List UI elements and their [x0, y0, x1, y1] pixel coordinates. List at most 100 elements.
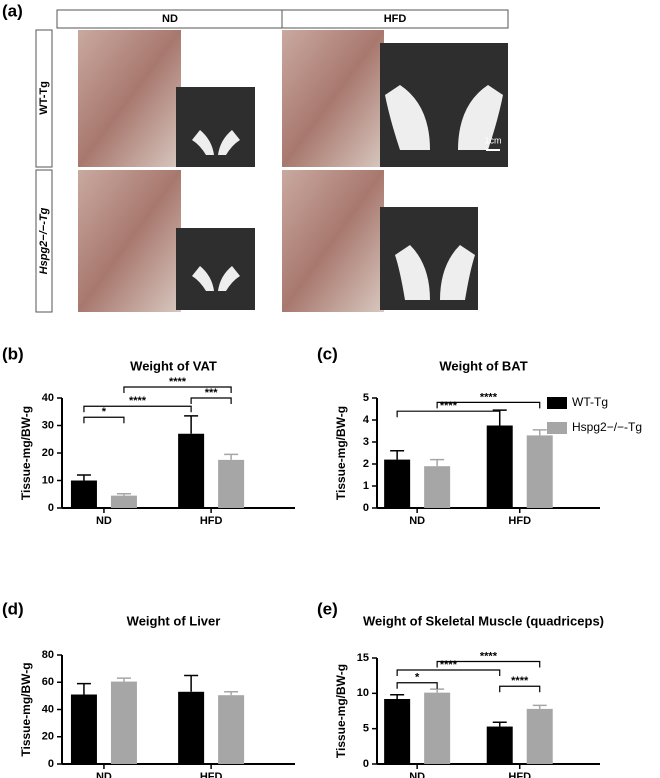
photo: [282, 30, 384, 167]
legend-label: WT-Tg: [572, 395, 608, 409]
y-tick-label: 0: [48, 758, 54, 770]
chart-title: Weight of VAT: [130, 358, 217, 373]
significance-label: ****: [169, 376, 187, 388]
y-tick-label: 20: [42, 731, 54, 743]
row-header: Hspg2−/−-Tg: [38, 207, 50, 274]
legend-swatch: [547, 422, 567, 434]
y-tick-label: 60: [42, 676, 54, 688]
significance-bracket: [436, 660, 541, 668]
significance-bracket: [83, 405, 192, 413]
error-bar: [224, 691, 239, 696]
bar: [110, 495, 137, 508]
significance-bracket: [190, 397, 232, 404]
error-bar: [390, 450, 405, 460]
bar: [384, 698, 411, 764]
y-tick-label: 40: [42, 392, 54, 404]
significance-bracket: [436, 401, 541, 409]
photo: [176, 87, 255, 167]
legend-swatch: [547, 397, 567, 409]
bar: [218, 695, 245, 764]
row-header-box: [35, 169, 53, 313]
chart-title: Weight of BAT: [439, 358, 527, 373]
y-tick-label: 3: [363, 436, 369, 448]
photo: [176, 228, 255, 310]
error-bar: [532, 704, 547, 709]
y-axis-label: Tissue-mg/BW-g: [334, 406, 348, 500]
bar: [526, 435, 553, 508]
bar: [70, 694, 97, 764]
error-bar: [224, 453, 239, 460]
error-bar: [532, 429, 547, 436]
chart-title: Weight of Skeletal Muscle (quadriceps): [363, 613, 604, 628]
y-tick-label: 0: [363, 758, 369, 770]
x-tick-label: HFD: [200, 771, 223, 778]
row-header: WT-Tg: [38, 81, 50, 115]
y-tick-label: 80: [42, 649, 54, 661]
bar: [110, 681, 137, 764]
y-tick-label: 0: [48, 502, 54, 514]
tissue: [192, 85, 503, 300]
significance-bracket: [396, 669, 501, 677]
chart-title: Weight of Liver: [127, 613, 221, 628]
bar: [526, 708, 553, 764]
y-tick-label: 40: [42, 703, 54, 715]
y-axis-label: Tissue-mg/BW-g: [19, 406, 33, 500]
bar: [486, 425, 513, 508]
significance-label: ****: [129, 395, 147, 407]
x-tick-label: ND: [409, 771, 425, 778]
column-header-box: [281, 9, 509, 29]
y-tick-label: 30: [42, 419, 54, 431]
x-tick-label: ND: [409, 515, 425, 527]
significance-bracket: [499, 685, 541, 693]
error-bar: [76, 474, 91, 481]
row-header-box: [35, 29, 53, 168]
photo: [282, 170, 384, 312]
bar: [424, 692, 451, 764]
significance-bracket: [396, 682, 438, 689]
panel-label: (a): [2, 1, 23, 20]
bar: [178, 433, 205, 508]
x-tick-label: HFD: [200, 515, 223, 527]
y-tick-label: 5: [363, 392, 369, 404]
error-bar: [116, 492, 131, 496]
column-header: HFD: [384, 13, 407, 25]
error-bar: [430, 458, 445, 467]
x-tick-label: ND: [96, 515, 112, 527]
error-bar: [184, 674, 199, 692]
x-tick-label: ND: [96, 771, 112, 778]
significance-label: ****: [480, 650, 498, 662]
panel-label: (d): [2, 599, 24, 618]
y-tick-label: 10: [357, 687, 369, 699]
error-bar: [492, 721, 507, 727]
significance-label: *: [415, 672, 420, 684]
y-axis-label: Tissue-mg/BW-g: [334, 664, 348, 758]
y-axis-label: Tissue-mg/BW-g: [19, 662, 33, 756]
y-tick-label: 15: [357, 652, 369, 664]
panel-label: (b): [2, 344, 24, 363]
panel-label: (c): [317, 344, 338, 363]
error-bar: [184, 415, 199, 434]
y-tick-label: 20: [42, 447, 54, 459]
significance-label: ****: [440, 659, 458, 671]
error-bar: [76, 682, 91, 695]
error-bar: [430, 688, 445, 693]
bar: [424, 466, 451, 508]
y-tick-label: 2: [363, 458, 369, 470]
bar: [178, 691, 205, 764]
x-tick-label: HFD: [508, 515, 531, 527]
x-tick-label: HFD: [508, 771, 531, 778]
photo: [78, 30, 181, 167]
significance-bracket: [123, 386, 232, 393]
significance-label: *: [102, 406, 107, 418]
y-tick-label: 10: [42, 474, 54, 486]
bar: [70, 480, 97, 508]
bar: [384, 459, 411, 508]
y-tick-label: 5: [363, 723, 369, 735]
column-header: ND: [162, 13, 178, 25]
bar: [486, 726, 513, 764]
error-bar: [116, 677, 131, 682]
photo: [78, 170, 181, 312]
y-tick-label: 0: [363, 502, 369, 514]
panel-label: (e): [317, 599, 338, 618]
